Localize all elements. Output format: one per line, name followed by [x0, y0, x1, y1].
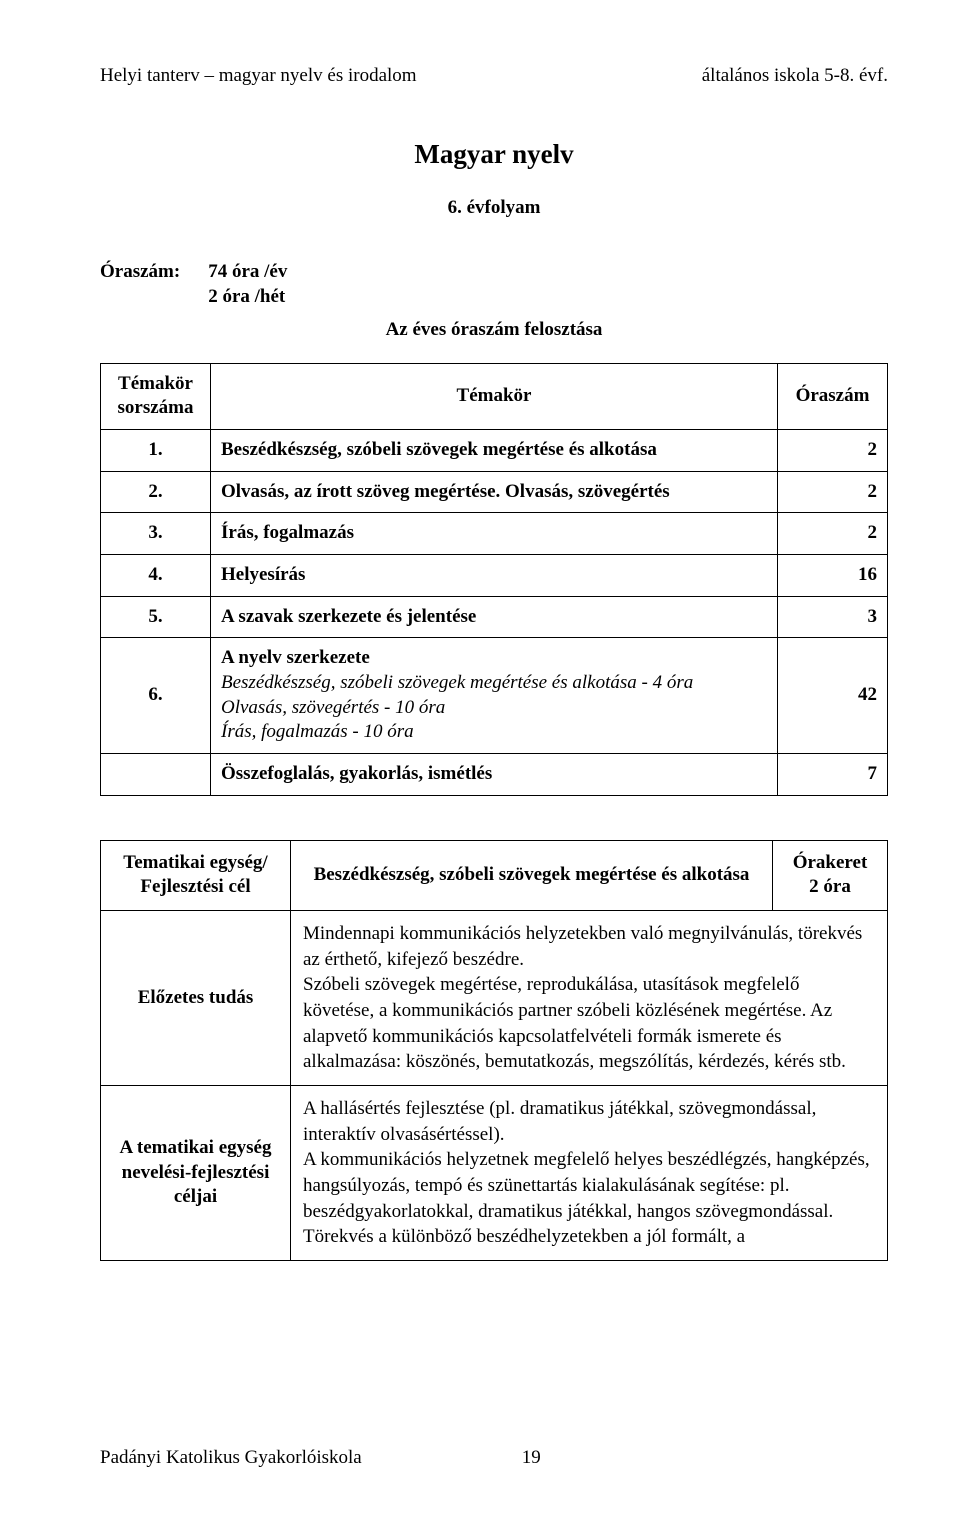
- hours-block: Óraszám: 74 óra /év 2 óra /hét: [100, 260, 888, 309]
- cell-num: [101, 754, 211, 796]
- topics-table: Témakör sorszáma Témakör Óraszám 1. Besz…: [100, 363, 888, 796]
- cell-name: Beszédkészség, szóbeli szövegek megértés…: [211, 429, 778, 471]
- cell-hours: 2: [778, 471, 888, 513]
- unit-row: A tematikai egység nevelési-fejlesztési …: [101, 1086, 888, 1261]
- cell-num: 6.: [101, 638, 211, 754]
- unit-label: Tematikai egység/ Fejlesztési cél: [101, 840, 291, 910]
- cell-num: 3.: [101, 513, 211, 555]
- cell-num: 1.: [101, 429, 211, 471]
- unit-table: Tematikai egység/ Fejlesztési cél Beszéd…: [100, 840, 888, 1261]
- footer-school: Padányi Katolikus Gyakorlóiskola: [100, 1446, 362, 1471]
- unit-timeframe: Órakeret 2 óra: [773, 840, 888, 910]
- cell-num: 2.: [101, 471, 211, 513]
- unit-body: Mindennapi kommunikációs helyzetekben va…: [291, 911, 888, 1086]
- table-row: Összefoglalás, gyakorlás, ismétlés 7: [101, 754, 888, 796]
- col-header-num: Témakör sorszáma: [101, 363, 211, 429]
- unit-title: Beszédkészség, szóbeli szövegek megértés…: [291, 840, 773, 910]
- table-row: 4. Helyesírás 16: [101, 554, 888, 596]
- cell-hours: 2: [778, 429, 888, 471]
- cell-hours: 2: [778, 513, 888, 555]
- table-row: 5. A szavak szerkezete és jelentése 3: [101, 596, 888, 638]
- header-left: Helyi tanterv – magyar nyelv és irodalom: [100, 64, 417, 89]
- footer-page-number: 19: [522, 1446, 541, 1471]
- col-header-hours: Óraszám: [778, 363, 888, 429]
- unit-timeframe-value: 2 óra: [785, 875, 875, 900]
- table-row: 3. Írás, fogalmazás 2: [101, 513, 888, 555]
- cell-name: A szavak szerkezete és jelentése: [211, 596, 778, 638]
- cell-name-italic: Beszédkészség, szóbeli szövegek megértés…: [221, 671, 767, 696]
- unit-body: A hallásértés fejlesztése (pl. dramatiku…: [291, 1086, 888, 1261]
- cell-name-line: A nyelv szerkezete: [221, 646, 767, 671]
- unit-label: A tematikai egység nevelési-fejlesztési …: [101, 1086, 291, 1261]
- cell-name: Helyesírás: [211, 554, 778, 596]
- hours-per-year: 74 óra /év: [208, 260, 287, 285]
- header-right: általános iskola 5-8. évf.: [702, 64, 888, 89]
- cell-name: Írás, fogalmazás: [211, 513, 778, 555]
- page-footer: Padányi Katolikus Gyakorlóiskola 19: [100, 1446, 888, 1471]
- unit-row: Tematikai egység/ Fejlesztési cél Beszéd…: [101, 840, 888, 910]
- unit-label: Előzetes tudás: [101, 911, 291, 1086]
- cell-hours: 16: [778, 554, 888, 596]
- unit-row: Előzetes tudás Mindennapi kommunikációs …: [101, 911, 888, 1086]
- cell-hours: 7: [778, 754, 888, 796]
- table-row: 2. Olvasás, az írott szöveg megértése. O…: [101, 471, 888, 513]
- page-header: Helyi tanterv – magyar nyelv és irodalom…: [100, 64, 888, 89]
- page-title: Magyar nyelv: [100, 137, 888, 172]
- cell-hours: 42: [778, 638, 888, 754]
- cell-name: A nyelv szerkezete Beszédkészség, szóbel…: [211, 638, 778, 754]
- table-row: 6. A nyelv szerkezete Beszédkészség, szó…: [101, 638, 888, 754]
- cell-name-italic: Írás, fogalmazás - 10 óra: [221, 720, 767, 745]
- hours-distribution-title: Az éves óraszám felosztása: [100, 318, 888, 343]
- cell-name: Összefoglalás, gyakorlás, ismétlés: [211, 754, 778, 796]
- cell-hours: 3: [778, 596, 888, 638]
- cell-name-italic: Olvasás, szövegértés - 10 óra: [221, 696, 767, 721]
- page-subtitle: 6. évfolyam: [100, 196, 888, 221]
- hours-label: Óraszám:: [100, 260, 180, 309]
- unit-timeframe-label: Órakeret: [785, 851, 875, 876]
- cell-num: 5.: [101, 596, 211, 638]
- spacer: [100, 796, 888, 840]
- hours-per-week: 2 óra /hét: [208, 285, 287, 310]
- col-header-name: Témakör: [211, 363, 778, 429]
- table-row: 1. Beszédkészség, szóbeli szövegek megér…: [101, 429, 888, 471]
- cell-name: Olvasás, az írott szöveg megértése. Olva…: [211, 471, 778, 513]
- table-header-row: Témakör sorszáma Témakör Óraszám: [101, 363, 888, 429]
- cell-num: 4.: [101, 554, 211, 596]
